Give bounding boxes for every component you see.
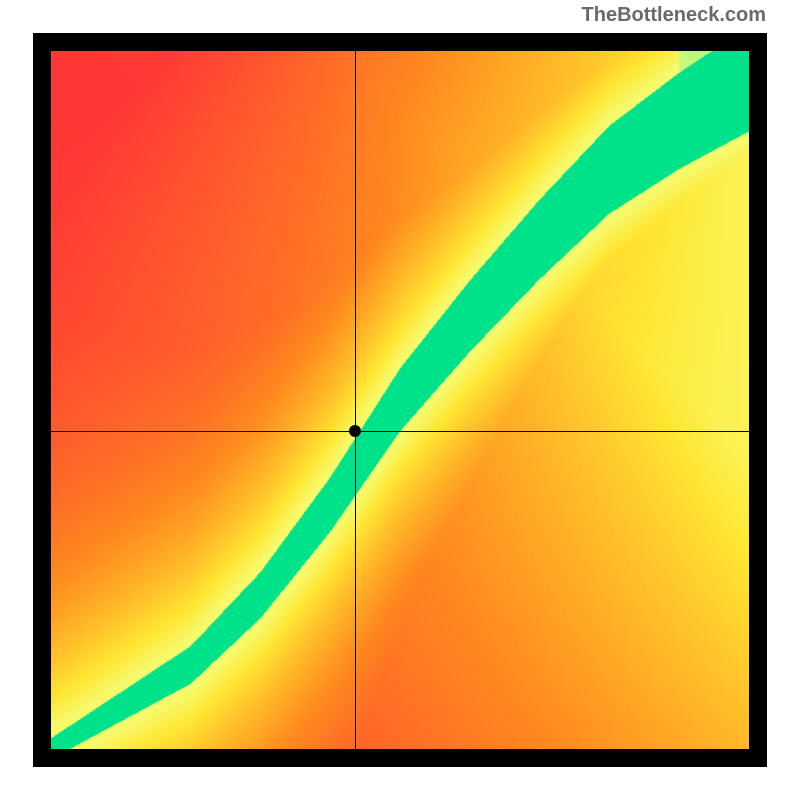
crosshair-vertical xyxy=(355,51,356,749)
attribution-text: TheBottleneck.com xyxy=(582,4,766,27)
plot-overlay xyxy=(51,51,749,749)
crosshair-marker xyxy=(349,425,361,437)
chart-container: TheBottleneck.com xyxy=(0,0,800,800)
crosshair-horizontal xyxy=(51,431,749,432)
plot-frame xyxy=(33,33,767,767)
